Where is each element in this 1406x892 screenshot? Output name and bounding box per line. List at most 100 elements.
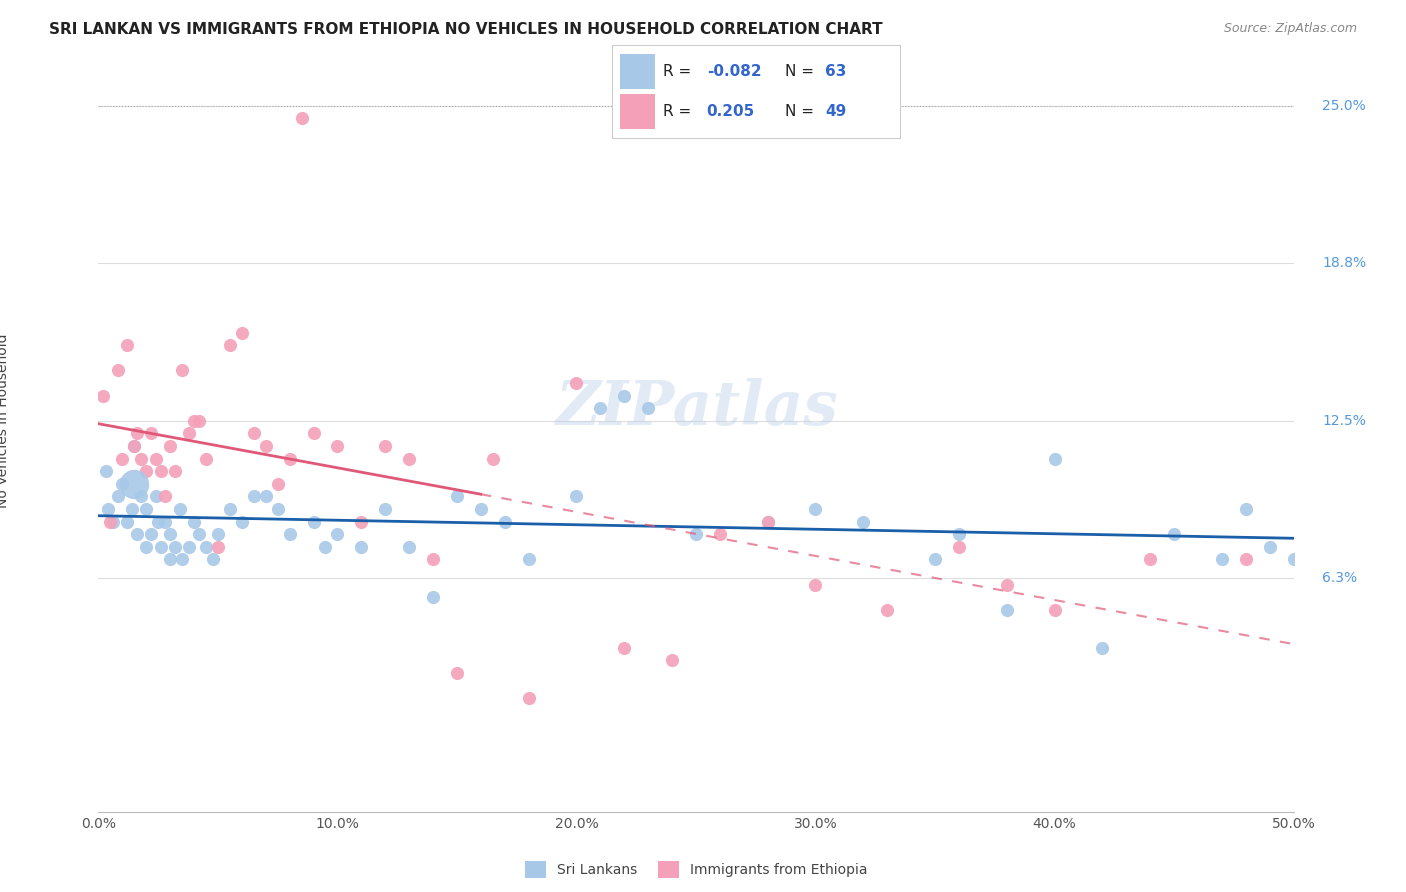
Text: 49: 49 [825, 103, 846, 119]
Point [756, 515, 779, 529]
Text: Source: ZipAtlas.com: Source: ZipAtlas.com [1223, 22, 1357, 36]
Point [195, 451, 218, 466]
Point [163, 464, 186, 478]
Point [91, 388, 114, 402]
Point [948, 540, 970, 554]
Point [159, 552, 181, 566]
Point [149, 540, 172, 554]
Point [374, 502, 396, 516]
Point [398, 451, 420, 466]
Point [195, 540, 218, 554]
Point [350, 540, 373, 554]
Point [422, 591, 444, 605]
Point [135, 502, 157, 516]
Text: SRI LANKAN VS IMMIGRANTS FROM ETHIOPIA NO VEHICLES IN HOUSEHOLD CORRELATION CHAR: SRI LANKAN VS IMMIGRANTS FROM ETHIOPIA N… [49, 22, 883, 37]
Point [139, 527, 162, 541]
Point [613, 388, 636, 402]
Point [804, 502, 827, 516]
Point [315, 540, 337, 554]
Point [924, 552, 946, 566]
Point [94, 464, 117, 478]
Text: 18.8%: 18.8% [1322, 256, 1367, 270]
Point [187, 414, 209, 428]
Text: No Vehicles in Household: No Vehicles in Household [0, 334, 10, 508]
Point [446, 665, 468, 680]
Text: 63: 63 [825, 64, 846, 79]
Point [207, 527, 229, 541]
Point [107, 490, 129, 504]
Point [589, 401, 612, 416]
Point [995, 578, 1018, 592]
Point [350, 515, 373, 529]
Text: 12.5%: 12.5% [1322, 414, 1367, 428]
Point [254, 490, 277, 504]
Point [756, 515, 779, 529]
Point [267, 502, 290, 516]
Point [183, 414, 205, 428]
Point [124, 439, 146, 453]
Point [565, 490, 588, 504]
Point [125, 527, 148, 541]
Text: 25.0%: 25.0% [1322, 98, 1367, 112]
Point [517, 691, 540, 706]
Point [254, 439, 277, 453]
Point [124, 439, 146, 453]
Point [139, 426, 162, 441]
Text: R =: R = [664, 64, 696, 79]
Point [115, 515, 138, 529]
Point [124, 476, 146, 491]
Point [637, 401, 659, 416]
Point [172, 552, 194, 566]
Point [148, 515, 170, 529]
Point [207, 540, 229, 554]
Text: N =: N = [785, 103, 818, 119]
Point [231, 515, 253, 529]
Point [135, 464, 157, 478]
Point [661, 653, 683, 667]
Point [302, 426, 325, 441]
Point [183, 515, 205, 529]
Point [804, 578, 827, 592]
Bar [620, 54, 655, 89]
Point [565, 376, 588, 390]
Point [111, 451, 134, 466]
Point [179, 540, 201, 554]
Point [145, 490, 167, 504]
Text: N =: N = [785, 64, 818, 79]
Point [231, 326, 253, 340]
Point [494, 515, 516, 529]
Point [470, 502, 492, 516]
Point [1091, 640, 1114, 655]
Legend: Sri Lankans, Immigrants from Ethiopia: Sri Lankans, Immigrants from Ethiopia [524, 861, 868, 878]
Point [169, 502, 191, 516]
Point [179, 426, 201, 441]
Point [685, 527, 707, 541]
Point [131, 490, 153, 504]
Bar [620, 94, 655, 129]
Point [163, 540, 186, 554]
Text: 0.205: 0.205 [707, 103, 755, 119]
Point [326, 439, 349, 453]
Point [1258, 540, 1281, 554]
Point [482, 451, 505, 466]
Text: 6.3%: 6.3% [1322, 572, 1357, 585]
Point [302, 515, 325, 529]
Point [101, 515, 124, 529]
Point [115, 338, 138, 352]
Point [121, 502, 143, 516]
Point [135, 540, 157, 554]
Point [159, 527, 181, 541]
Point [149, 464, 172, 478]
Point [422, 552, 444, 566]
Point [187, 527, 209, 541]
Point [1043, 451, 1066, 466]
Point [243, 426, 266, 441]
Point [145, 451, 167, 466]
Point [1139, 552, 1161, 566]
Point [98, 515, 122, 529]
Point [1163, 527, 1185, 541]
Point [398, 540, 420, 554]
Point [219, 338, 242, 352]
Point [374, 439, 396, 453]
Point [202, 552, 225, 566]
